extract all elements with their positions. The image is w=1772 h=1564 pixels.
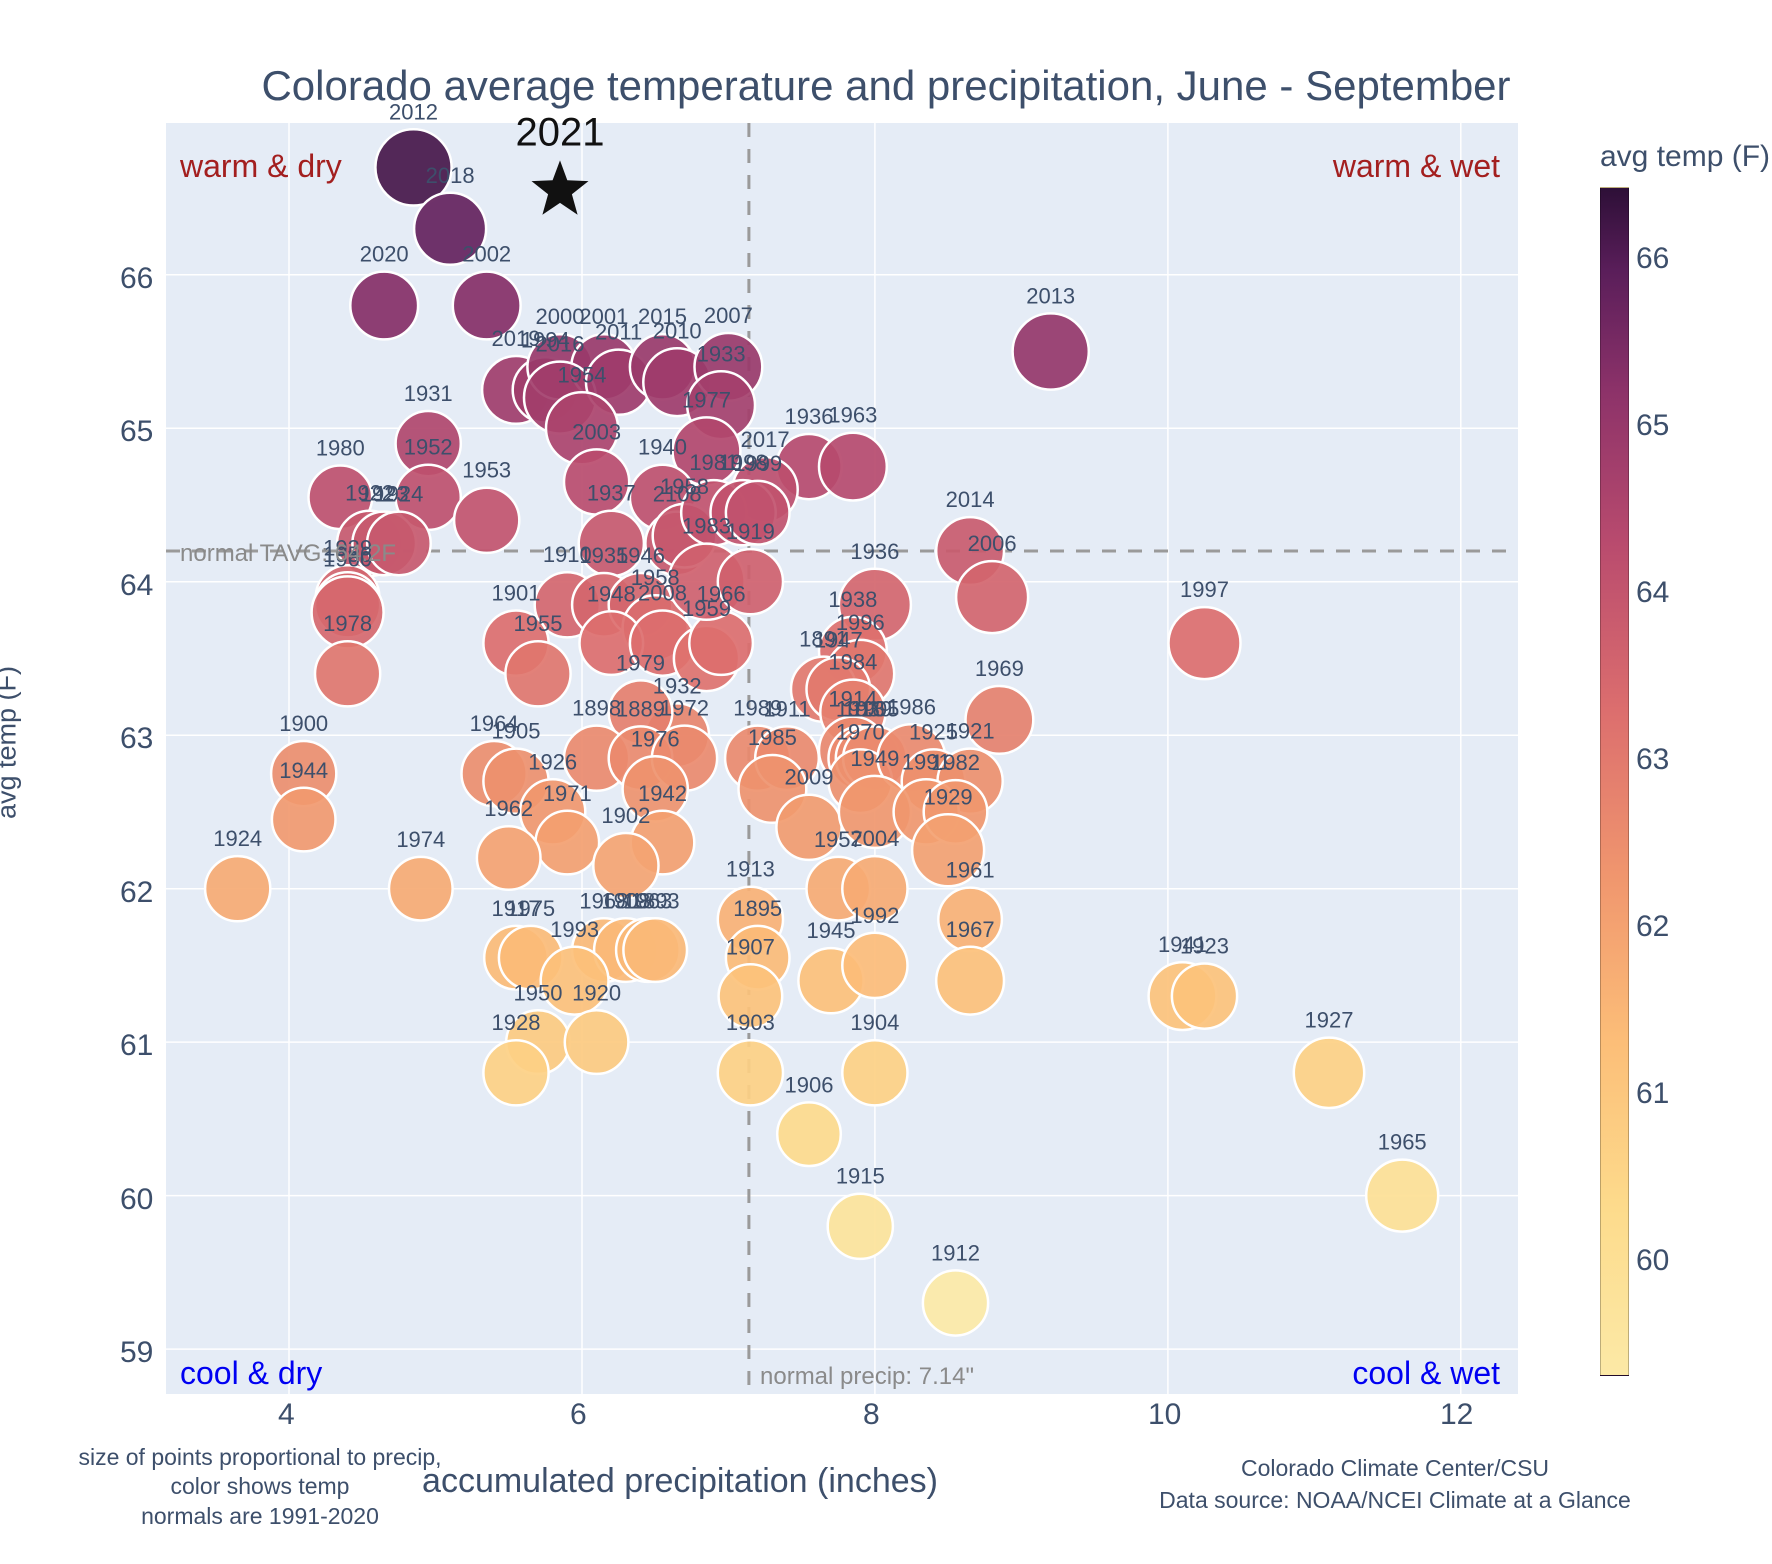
svg-text:1997: 1997: [1180, 577, 1229, 602]
svg-text:1903: 1903: [726, 1010, 775, 1035]
svg-text:1907: 1907: [726, 934, 775, 959]
svg-text:1999: 1999: [733, 451, 782, 476]
svg-text:1905: 1905: [492, 719, 541, 744]
svg-text:1893: 1893: [631, 888, 680, 913]
svg-text:1982: 1982: [931, 750, 980, 775]
svg-text:1971: 1971: [543, 781, 592, 806]
svg-text:2011: 2011: [595, 320, 642, 345]
svg-text:1936: 1936: [785, 404, 834, 429]
svg-text:2003: 2003: [572, 419, 621, 444]
svg-text:1945: 1945: [807, 918, 856, 943]
svg-text:1898: 1898: [572, 696, 621, 721]
svg-text:1962: 1962: [484, 796, 533, 821]
svg-text:2010: 2010: [653, 318, 702, 343]
svg-text:1992: 1992: [850, 903, 899, 928]
svg-text:1889: 1889: [616, 696, 665, 721]
svg-text:1928: 1928: [492, 1010, 541, 1035]
svg-text:1895: 1895: [733, 896, 782, 921]
svg-text:1983: 1983: [682, 514, 731, 539]
svg-text:2002: 2002: [462, 242, 511, 267]
svg-text:2020: 2020: [360, 242, 409, 267]
svg-text:1924: 1924: [213, 826, 262, 851]
svg-text:1955: 1955: [514, 611, 563, 636]
svg-text:1904: 1904: [850, 1010, 899, 1035]
svg-text:1980: 1980: [316, 436, 365, 461]
svg-text:1921: 1921: [946, 719, 995, 744]
svg-text:2007: 2007: [704, 303, 753, 328]
svg-text:2021: 2021: [516, 110, 605, 154]
svg-text:1933: 1933: [697, 341, 746, 366]
svg-text:1927: 1927: [1305, 1008, 1354, 1033]
svg-text:1929: 1929: [924, 784, 973, 809]
svg-text:1993: 1993: [550, 917, 599, 942]
svg-text:1915: 1915: [836, 1164, 885, 1189]
svg-text:1949: 1949: [850, 746, 899, 771]
svg-text:1985: 1985: [748, 725, 797, 750]
svg-text:1953: 1953: [462, 458, 511, 483]
svg-text:2018: 2018: [426, 163, 475, 188]
svg-text:2013: 2013: [1026, 283, 1075, 308]
svg-text:2017: 2017: [741, 427, 790, 452]
svg-text:1940: 1940: [638, 435, 687, 460]
svg-text:1948: 1948: [587, 581, 636, 606]
svg-text:1936: 1936: [850, 539, 899, 564]
svg-text:1913: 1913: [726, 857, 775, 882]
svg-text:1912: 1912: [931, 1240, 980, 1265]
svg-text:1976: 1976: [631, 726, 680, 751]
svg-text:2006: 2006: [968, 531, 1017, 556]
svg-text:2008: 2008: [638, 581, 687, 606]
svg-text:2009: 2009: [785, 765, 834, 790]
svg-text:2016: 2016: [536, 332, 585, 357]
svg-text:1970: 1970: [836, 719, 885, 744]
svg-text:1900: 1900: [279, 711, 328, 736]
svg-text:1937: 1937: [587, 481, 636, 506]
svg-text:1902: 1902: [601, 803, 650, 828]
svg-text:1974: 1974: [396, 827, 445, 852]
svg-text:1952: 1952: [404, 435, 453, 460]
svg-text:1906: 1906: [785, 1072, 834, 1097]
svg-text:1901: 1901: [492, 581, 541, 606]
svg-text:1931: 1931: [404, 381, 453, 406]
svg-text:1966: 1966: [697, 581, 746, 606]
svg-text:1920: 1920: [572, 980, 621, 1005]
svg-text:1963: 1963: [828, 403, 877, 428]
svg-text:1977: 1977: [682, 387, 731, 412]
svg-text:1924: 1924: [374, 482, 423, 507]
svg-text:1926: 1926: [528, 749, 577, 774]
svg-text:1923: 1923: [1180, 934, 1229, 959]
svg-text:1979: 1979: [616, 650, 665, 675]
svg-text:1986: 1986: [887, 694, 936, 719]
svg-text:1965: 1965: [1378, 1130, 1427, 1155]
svg-text:1938: 1938: [828, 587, 877, 612]
svg-text:1944: 1944: [279, 758, 328, 783]
svg-text:1972: 1972: [660, 696, 709, 721]
svg-text:1975: 1975: [506, 896, 555, 921]
svg-text:2004: 2004: [850, 826, 899, 851]
svg-text:1958: 1958: [660, 474, 709, 499]
svg-text:1950: 1950: [514, 980, 563, 1005]
svg-text:1954: 1954: [558, 362, 607, 387]
svg-text:1969: 1969: [975, 656, 1024, 681]
svg-text:2014: 2014: [946, 487, 995, 512]
svg-text:1961: 1961: [946, 858, 995, 883]
svg-text:1984: 1984: [828, 650, 877, 675]
svg-text:1978: 1978: [323, 611, 372, 636]
svg-text:2000: 2000: [536, 304, 585, 329]
svg-text:1911: 1911: [763, 696, 810, 721]
svg-text:1919: 1919: [726, 519, 775, 544]
svg-text:1967: 1967: [946, 917, 995, 942]
